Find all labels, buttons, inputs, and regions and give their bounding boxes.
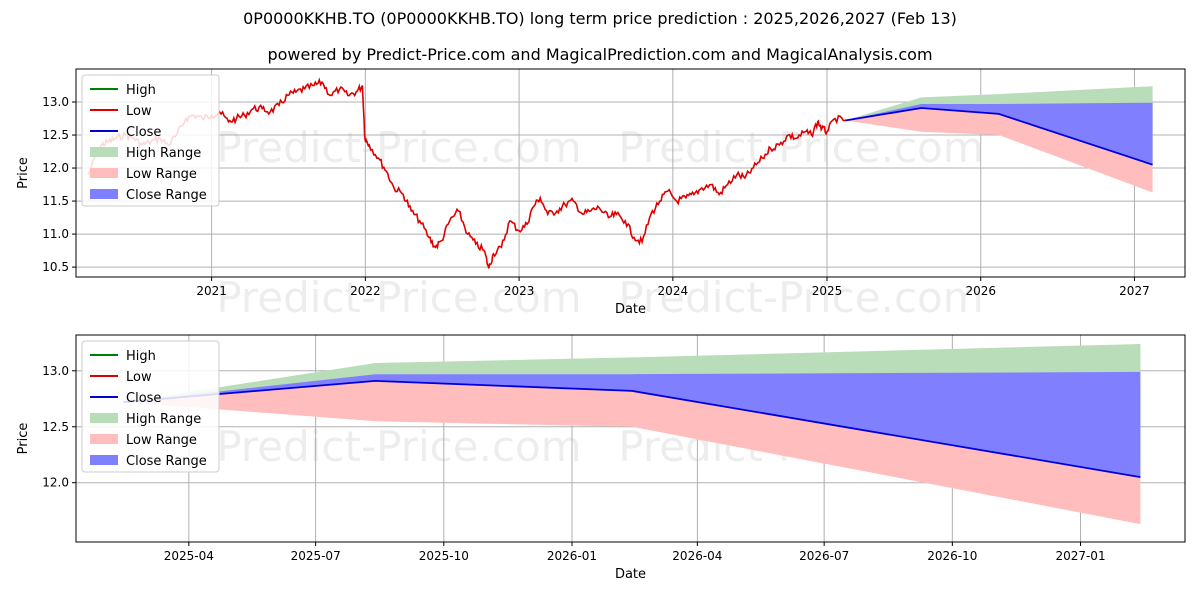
plot-frame [75,334,1186,543]
x-tick-label: 2025-07 [291,549,341,563]
chart-title: 0P0000KKHB.TO (0P0000KKHB.TO) long term … [243,9,957,28]
panel-long-term: Predict-Price.com Predict-Price.com Predic… [16,68,1186,322]
x-tick-label: 2026-07 [799,549,849,563]
y-tick-label: 12.5 [42,420,69,434]
legend-label: High Range [126,146,201,161]
legend-label: Low [126,104,152,119]
x-axis-label: Date [615,567,646,582]
x-tick-label: 2027 [1119,284,1150,298]
y-tick-label: 13.0 [42,95,69,109]
legend-label: Close Range [126,454,207,469]
x-tick-label: 2026 [965,284,996,298]
close-range-band [845,102,1153,165]
legend-swatch [90,413,118,423]
x-tick-label: 2025-10 [419,549,469,563]
legend-label: High [126,349,156,364]
close-forecast-line [123,379,1141,478]
legend-label: High [126,83,156,98]
x-tick-label: 2022 [350,284,381,298]
panel-forecast-zoom: Predict-Price.comPredict-Price.com2025-0… [16,334,1186,582]
legend-label: High Range [126,412,201,427]
close-forecast-line [844,107,1153,166]
x-tick-label: 2025 [812,284,843,298]
legend-label: Close Range [126,188,207,203]
x-tick-label: 2023 [504,284,535,298]
low-range-band [845,108,1153,193]
legend-label: Low Range [126,433,197,448]
y-axis-label: Price [16,423,31,455]
legend-swatch [90,189,118,199]
legend-label: Low [126,370,152,385]
y-tick-label: 13.0 [42,364,69,378]
y-tick-label: 12.0 [42,161,69,175]
x-tick-label: 2025-04 [164,549,214,563]
y-tick-label: 12.0 [42,476,69,490]
x-tick-label: 2026-01 [547,549,597,563]
plot-frame [75,68,1186,278]
legend-label: Low Range [126,167,197,182]
y-tick-label: 11.0 [42,227,69,241]
close-range-band [123,371,1141,478]
x-tick-label: 2021 [196,284,227,298]
watermark: Predict-Price.com [216,273,581,322]
legend-swatch [90,434,118,444]
legend-label: Close [126,391,161,406]
watermark: Predict-Price.com [618,273,983,322]
x-tick-label: 2026-04 [672,549,722,563]
plot-content [123,344,1141,525]
legend-swatch [90,147,118,157]
legend-label: Close [126,125,161,140]
y-axis-label: Price [16,157,31,189]
y-tick-label: 10.5 [42,260,69,274]
legend-swatch [90,455,118,465]
x-tick-label: 2024 [658,284,689,298]
chart-subtitle: powered by Predict-Price.com and Magical… [267,45,933,64]
y-tick-label: 12.5 [42,128,69,142]
y-tick-label: 11.5 [42,194,69,208]
x-tick-label: 2026-10 [927,549,977,563]
x-axis-label: Date [615,302,646,317]
legend-swatch [90,168,118,178]
watermark: Predict-Price.com [216,422,581,471]
watermark: Predict-Price.com [216,123,581,172]
x-tick-label: 2027-01 [1055,549,1105,563]
low-range-band [123,380,1141,525]
